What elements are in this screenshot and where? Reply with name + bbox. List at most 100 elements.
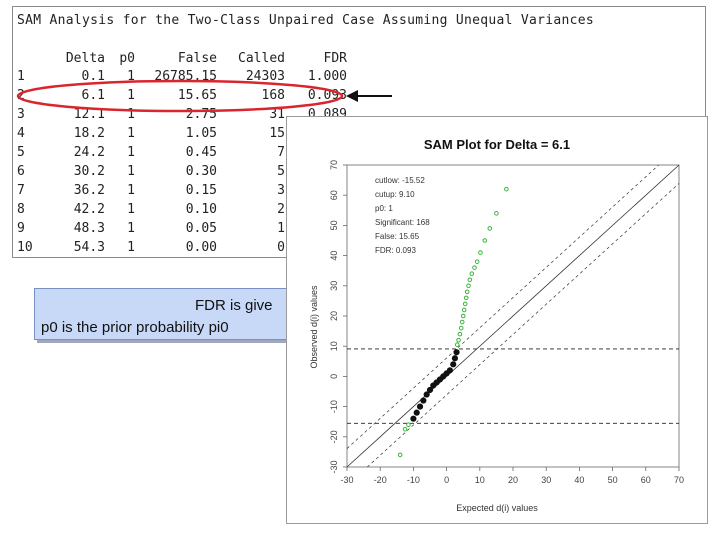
null-point [426,386,434,394]
cell-delta: 24.2 [73,145,105,160]
null-point [410,415,417,422]
significant-point [469,271,475,277]
cell-called: 2 [277,202,285,217]
cell-delta: 30.2 [73,164,105,179]
significant-point [460,313,466,319]
cell-idx: 9 [17,221,25,236]
cell-p0: 1 [127,240,135,255]
cell-idx: 1 [17,69,25,84]
delta-upper-line [346,164,659,449]
y-tick-label: 70 [329,160,339,170]
significant-point [487,226,493,231]
significant-point [462,301,468,307]
cell-delta: 54.3 [73,240,105,255]
null-point [446,367,454,374]
header-p0: p0 [119,51,135,66]
significant-point [397,452,403,458]
significant-point [406,422,411,428]
y-tick-label: 40 [329,251,339,261]
callout-line-1: FDR is give [195,297,273,314]
cell-p0: 1 [127,145,135,160]
x-tick-label: 60 [641,475,651,485]
cell-p0: 1 [127,69,135,84]
significant-point [457,331,463,337]
cell-false: 15.65 [177,88,217,103]
y-tick-label: -10 [329,400,339,413]
significant-point [478,250,483,255]
y-tick-label: 30 [329,281,339,291]
null-point [453,349,460,356]
significant-point [494,211,499,216]
cell-false: 1.05 [185,126,217,141]
x-tick-label: 20 [508,475,518,485]
y-tick-label: 20 [329,311,339,321]
significant-point [474,259,480,264]
null-point [451,355,458,362]
cell-delta: 48.3 [73,221,105,236]
x-tick-label: -30 [340,475,353,485]
cell-delta: 42.2 [73,202,105,217]
cell-idx: 6 [17,164,25,179]
cell-false: 0.30 [185,164,217,179]
significant-point [464,289,470,295]
cell-called: 15 [269,126,285,141]
legend-p0: p0: 1 [375,204,393,213]
significant-point [472,265,477,270]
y-tick-label: 50 [329,220,339,230]
row-highlight-ellipse [16,79,344,113]
x-tick-label: 0 [444,475,449,485]
cell-idx: 5 [17,145,25,160]
cell-idx: 2 [17,88,25,103]
x-tick-label: 10 [475,475,485,485]
y-tick-label: 10 [329,341,339,351]
cell-called: 5 [277,164,285,179]
cell-fdr: 1.000 [307,69,347,84]
significant-point [458,325,464,331]
legend-fdr: FDR: 0.093 [375,246,416,255]
header-delta: Delta [65,51,105,66]
cell-called: 31 [269,107,285,122]
cell-called: 7 [277,145,285,160]
cell-delta: 18.2 [73,126,105,141]
x-tick-label: 50 [608,475,618,485]
sam-table-title: SAM Analysis for the Two-Class Unpaired … [17,13,594,28]
y-axis-label: Observed d(i) values [309,285,319,369]
cell-false: 0.10 [185,202,217,217]
significant-point [456,337,461,343]
cell-called: 0 [277,240,285,255]
significant-point [482,238,488,243]
header-fdr: FDR [323,51,347,66]
x-tick-label: -20 [374,475,387,485]
delta-lower-line [367,183,680,468]
null-point [450,361,457,368]
cell-idx: 10 [17,240,33,255]
significant-point [504,186,509,192]
plot-area: -30 -20 -10 0 10 20 30 40 50 60 70 -30 -20 -10 0 10 20 30… [329,160,684,485]
sam-plot: SAM Plot for Delta = 6.1 -30 -20 -10 0 10 20 3… [309,137,684,513]
plot-title: SAM Plot for Delta = 6.1 [424,137,570,152]
significant-point [467,277,473,283]
cell-idx: 7 [17,183,25,198]
legend-cutup: cutup: 9.10 [375,190,415,199]
y-tick-label: -30 [329,460,339,473]
legend-significant: Significant: 168 [375,218,430,227]
x-tick-label: 30 [541,475,551,485]
x-tick-label: 40 [574,475,584,485]
y-tick-label: 0 [329,374,339,379]
null-point [420,397,427,404]
sam-plot-panel: SAM Plot for Delta = 6.1 -30 -20 -10 0 10 20 3… [286,116,708,524]
cell-p0: 1 [127,88,135,103]
cell-false: 0.15 [185,183,217,198]
x-tick-label: -10 [407,475,420,485]
y-tick-label: 60 [329,190,339,200]
cell-p0: 1 [127,126,135,141]
cell-called: 168 [261,88,285,103]
null-point [423,391,430,398]
cell-called: 1 [277,221,285,236]
pointer-arrow-icon [346,90,358,102]
y-tick-label: -20 [329,430,339,443]
cell-false: 0.45 [185,145,217,160]
cell-delta: 36.2 [73,183,105,198]
cell-delta: 12.1 [73,107,105,122]
legend-false: False: 15.65 [375,232,420,241]
